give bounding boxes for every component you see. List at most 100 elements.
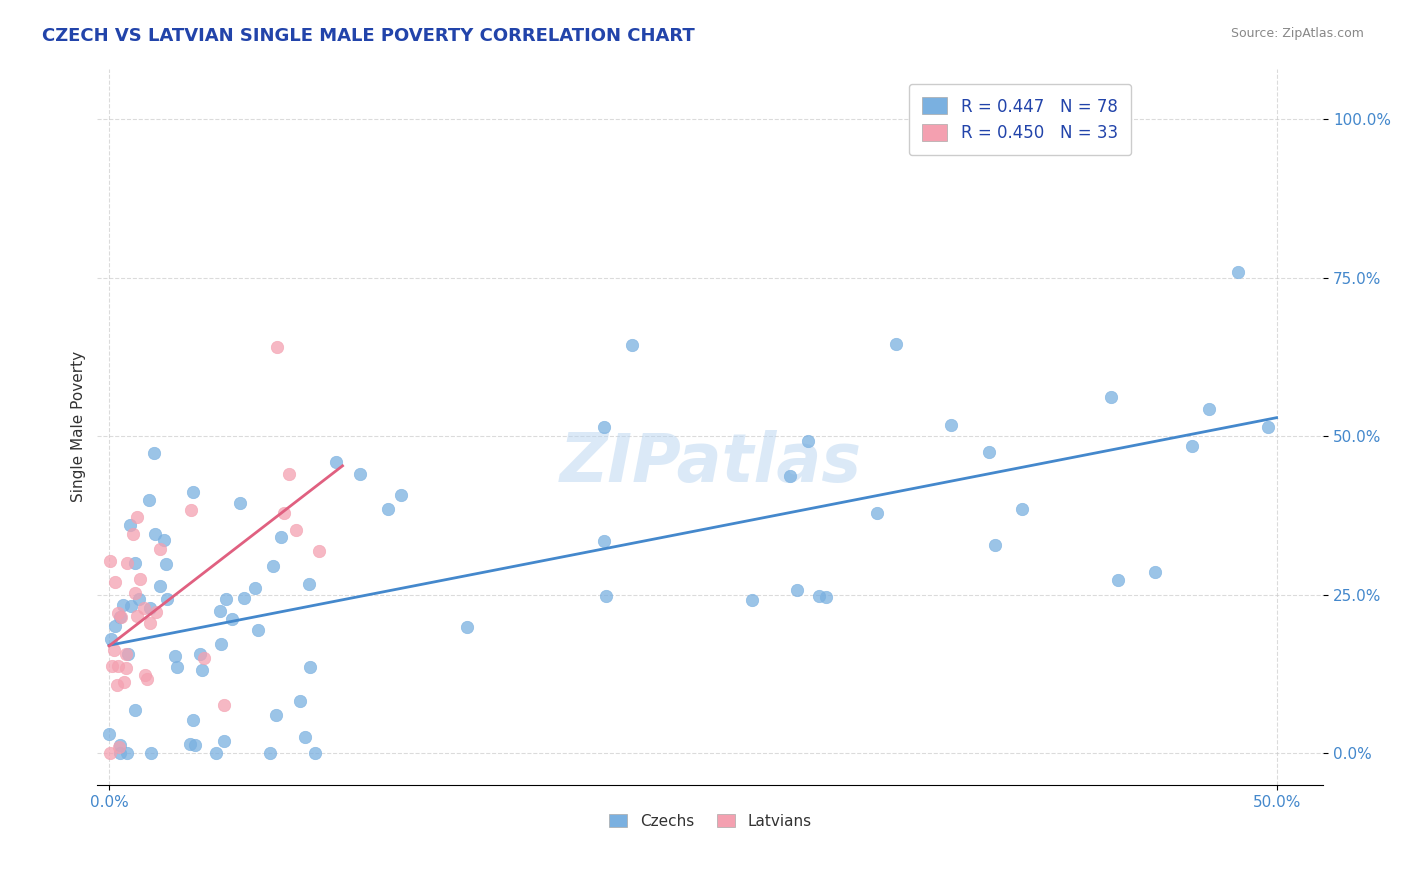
Point [107, 658, 129, 673]
Point [134, 668, 156, 682]
Point [143, 526, 166, 541]
Point [325, 455, 347, 469]
Point [124, 585, 146, 599]
Point [128, 591, 150, 606]
Point [124, 557, 146, 571]
Point [349, 467, 371, 482]
Point [184, 738, 207, 752]
Point [181, 485, 204, 500]
Point [796, 434, 818, 448]
Point [193, 651, 215, 665]
Point [266, 340, 288, 354]
Point [107, 607, 129, 621]
Point [939, 418, 962, 433]
Point [308, 544, 330, 558]
Point [620, 338, 643, 352]
Point [1099, 390, 1122, 404]
Text: Source: ZipAtlas.com: Source: ZipAtlas.com [1230, 27, 1364, 40]
Point [108, 610, 131, 624]
Point [205, 747, 228, 761]
Legend: Czechs, Latvians: Czechs, Latvians [603, 807, 818, 835]
Point [456, 620, 478, 634]
Text: CZECH VS LATVIAN SINGLE MALE POVERTY CORRELATION CHART: CZECH VS LATVIAN SINGLE MALE POVERTY COR… [42, 27, 695, 45]
Point [284, 524, 307, 538]
Point [786, 583, 808, 598]
Point [208, 604, 231, 618]
Text: ZIPatlas: ZIPatlas [560, 430, 862, 496]
Point [139, 747, 162, 761]
Point [98, 553, 121, 567]
Point [815, 590, 838, 604]
Point [107, 740, 129, 755]
Point [120, 599, 142, 613]
Point [110, 747, 132, 761]
Point [270, 530, 292, 544]
Point [190, 664, 212, 678]
Point [1198, 401, 1220, 416]
Point [127, 510, 149, 524]
Point [105, 678, 128, 692]
Point [142, 445, 165, 459]
Point [156, 591, 179, 606]
Point [212, 698, 235, 712]
Point [377, 501, 399, 516]
Point [165, 649, 187, 664]
Y-axis label: Single Male Poverty: Single Male Poverty [72, 351, 86, 502]
Point [593, 534, 616, 549]
Point [741, 593, 763, 607]
Point [209, 637, 232, 651]
Point [138, 493, 160, 508]
Point [884, 337, 907, 351]
Point [110, 610, 132, 624]
Point [294, 731, 316, 745]
Point [259, 747, 281, 761]
Point [245, 581, 267, 595]
Point [108, 738, 131, 752]
Point [155, 558, 177, 572]
Point [779, 469, 801, 483]
Point [262, 559, 284, 574]
Point [298, 660, 321, 674]
Point [98, 726, 121, 740]
Point [104, 618, 127, 632]
Point [122, 527, 145, 541]
Point [1143, 565, 1166, 579]
Point [304, 747, 326, 761]
Point [124, 703, 146, 717]
Point [139, 615, 162, 630]
Point [264, 708, 287, 723]
Point [181, 713, 204, 727]
Point [100, 632, 122, 646]
Point [132, 600, 155, 615]
Point [212, 734, 235, 748]
Point [983, 538, 1005, 552]
Point [112, 674, 135, 689]
Point [229, 496, 252, 510]
Point [149, 579, 172, 593]
Point [233, 591, 256, 606]
Point [595, 589, 617, 603]
Point [101, 658, 124, 673]
Point [114, 647, 136, 661]
Point [1011, 501, 1033, 516]
Point [145, 605, 167, 619]
Point [179, 737, 201, 751]
Point [120, 518, 142, 533]
Point [166, 659, 188, 673]
Point [1226, 265, 1249, 279]
Point [128, 572, 150, 586]
Point [125, 609, 148, 624]
Point [273, 507, 295, 521]
Point [1181, 439, 1204, 453]
Point [247, 623, 270, 637]
Point [1107, 574, 1129, 588]
Point [288, 694, 311, 708]
Point [592, 420, 614, 434]
Point [152, 533, 174, 547]
Point [104, 575, 127, 590]
Point [136, 673, 159, 687]
Point [188, 648, 211, 662]
Point [149, 542, 172, 557]
Point [215, 591, 238, 606]
Point [278, 467, 301, 481]
